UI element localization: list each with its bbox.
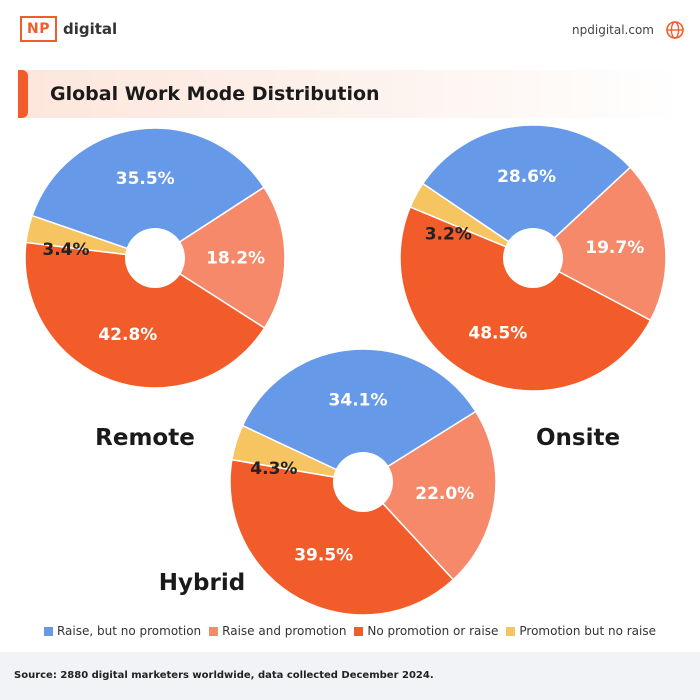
- donut-hole: [333, 452, 393, 512]
- pie-slice: [229, 458, 455, 616]
- pie-slice: [361, 410, 497, 581]
- brand-logo: NP digital: [20, 16, 117, 42]
- legend-item: Promotion but no raise: [506, 624, 656, 638]
- title-bar: Global Work Mode Distribution: [18, 70, 682, 118]
- pie-slice: [31, 127, 266, 259]
- legend-swatch: [354, 626, 364, 636]
- pie-slice: [241, 348, 477, 483]
- pie-slice: [153, 186, 286, 330]
- data-label: 4.3%: [250, 459, 297, 479]
- chart-name-label: Remote: [95, 425, 195, 451]
- legend-item: Raise and promotion: [209, 624, 346, 638]
- data-label: 3.2%: [425, 225, 472, 245]
- legend-item: No promotion or raise: [354, 624, 498, 638]
- legend-item: Raise, but no promotion: [43, 624, 202, 638]
- legend-swatch: [43, 626, 53, 636]
- pie-slice: [399, 206, 652, 392]
- data-label: 22.0%: [415, 484, 474, 504]
- donut-hole: [125, 228, 185, 288]
- data-label: 39.5%: [294, 546, 353, 566]
- site-url[interactable]: npdigital.com: [572, 23, 654, 37]
- data-label: 48.5%: [468, 324, 527, 344]
- legend-swatch: [506, 626, 516, 636]
- chart-title: Global Work Mode Distribution: [50, 83, 380, 105]
- source-note: Source: 2880 digital marketers worldwide…: [14, 670, 434, 681]
- footer: Source: 2880 digital marketers worldwide…: [0, 652, 700, 700]
- data-label: 18.2%: [206, 249, 265, 269]
- legend-label: Raise and promotion: [222, 624, 347, 638]
- donut-hybrid: 34.1% 22.0% 39.5% 4.3%: [229, 348, 497, 616]
- data-label: 34.1%: [329, 391, 388, 411]
- data-label: 35.5%: [116, 169, 175, 189]
- legend-label: No promotion or raise: [367, 624, 499, 638]
- title-accent: [18, 70, 28, 118]
- logo-wordmark: digital: [62, 20, 118, 38]
- data-label: 42.8%: [98, 325, 157, 345]
- donut-hole: [503, 228, 563, 288]
- pie-slice: [421, 124, 632, 259]
- globe-icon[interactable]: [665, 20, 685, 40]
- logo-mark: NP: [20, 16, 57, 42]
- donut-remote: 35.5% 18.2% 42.8% 3.4%: [24, 127, 286, 389]
- legend: Raise, but no promotion Raise and promot…: [0, 624, 700, 638]
- legend-swatch: [209, 626, 219, 636]
- data-label: 28.6%: [497, 167, 556, 187]
- data-label: 19.7%: [585, 238, 644, 258]
- data-label: 3.4%: [42, 240, 89, 260]
- chart-name-label: Onsite: [536, 425, 620, 451]
- donut-onsite: 28.6% 19.7% 48.5% 3.2%: [399, 124, 667, 392]
- pie-slice: [24, 241, 266, 389]
- legend-label: Promotion but no raise: [519, 624, 657, 638]
- legend-label: Raise, but no promotion: [56, 624, 202, 638]
- chart-name-label: Hybrid: [159, 570, 245, 596]
- pie-slice: [531, 166, 667, 322]
